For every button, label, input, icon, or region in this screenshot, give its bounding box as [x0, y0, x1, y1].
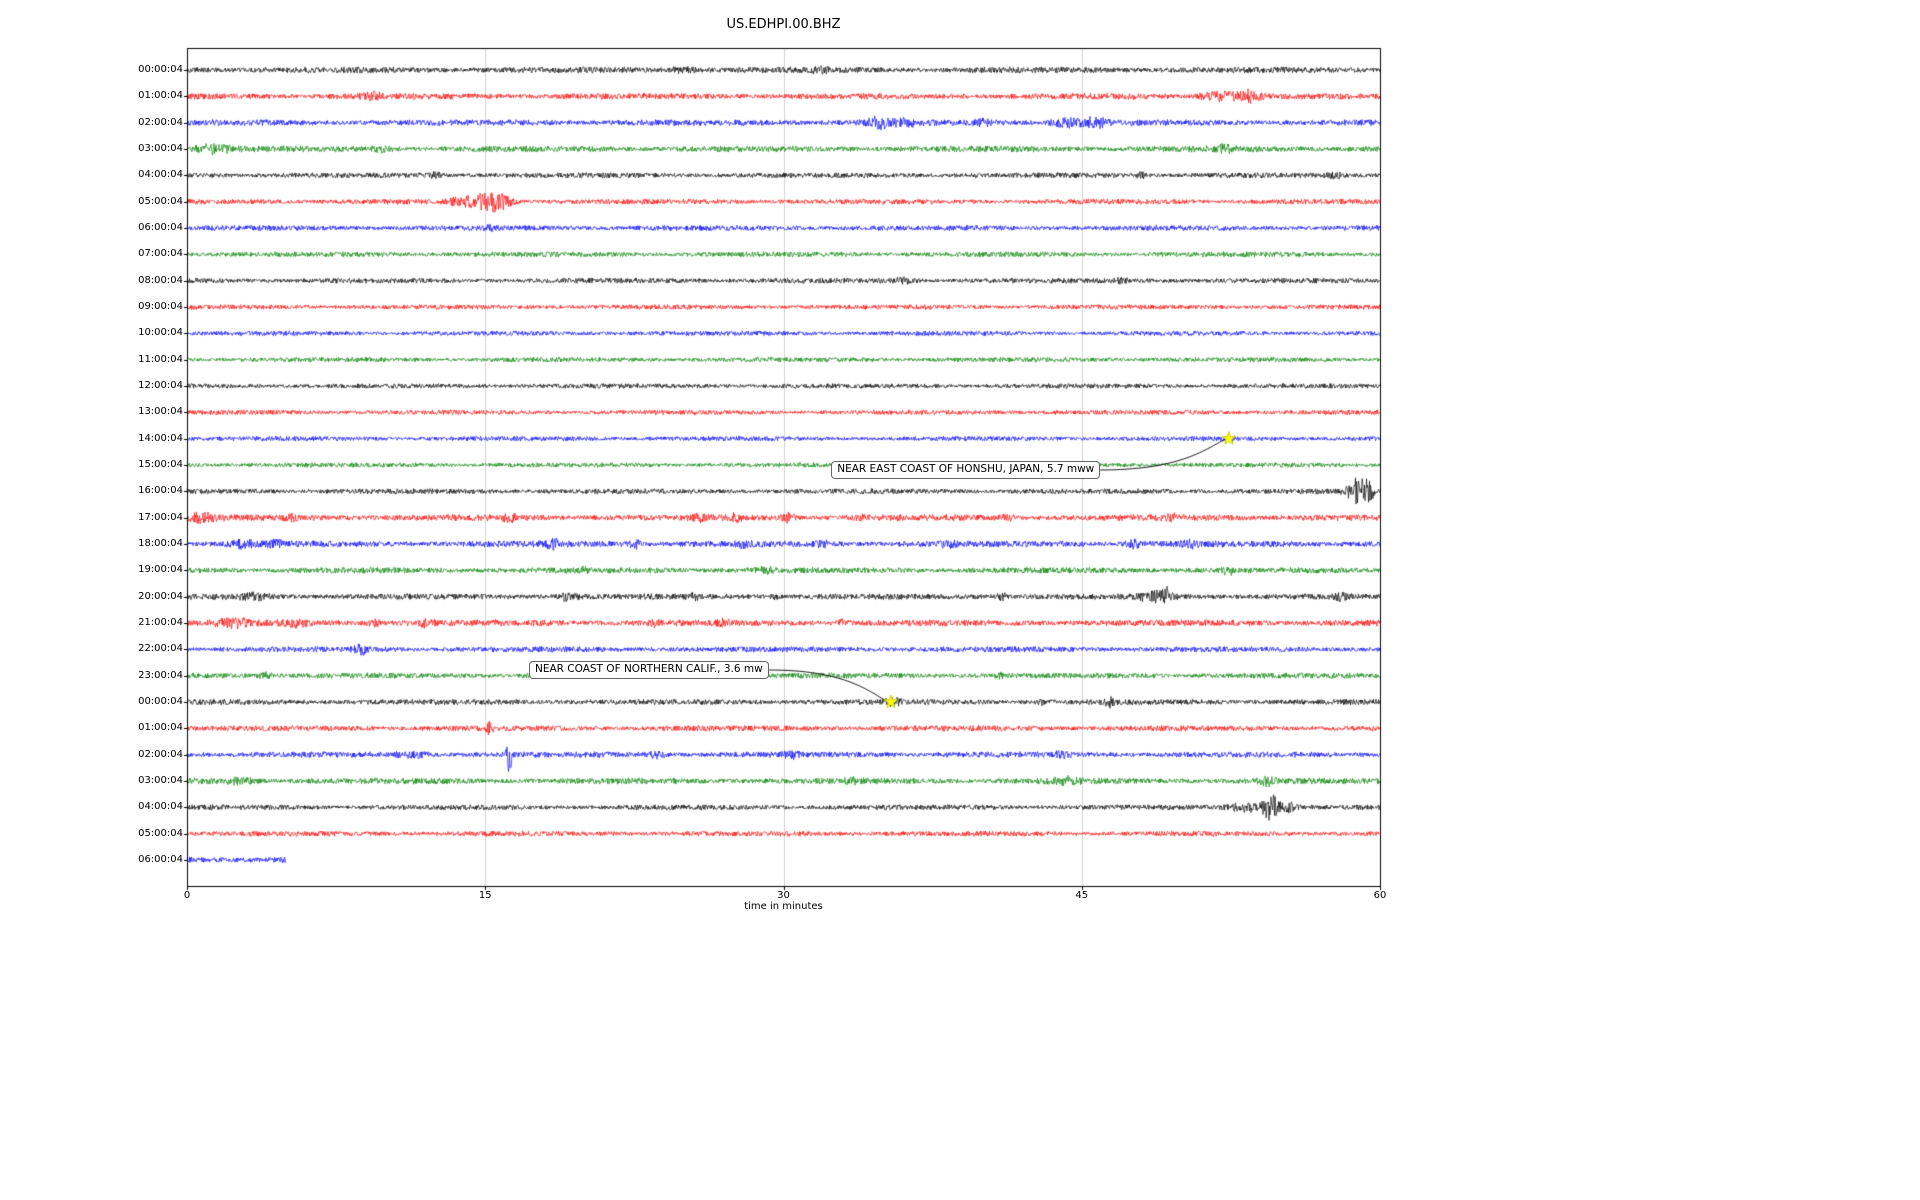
row-time-label: 06:00:04 — [138, 221, 183, 233]
row-time-label: 21:00:04 — [138, 616, 183, 628]
row-time-label: 01:00:04 — [138, 722, 183, 734]
row-time-label: 02:00:04 — [138, 748, 183, 760]
event-annotation-norcal: NEAR COAST OF NORTHERN CALIF., 3.6 mw — [528, 661, 769, 680]
event-annotation-honshu: NEAR EAST COAST OF HONSHU, JAPAN, 5.7 mw… — [831, 461, 1101, 480]
row-time-label: 05:00:04 — [138, 827, 183, 839]
row-time-label: 00:00:04 — [138, 64, 183, 75]
row-time-label: 00:00:04 — [138, 695, 183, 707]
x-tick-label: 15 — [478, 890, 492, 901]
row-time-label: 06:00:04 — [138, 853, 183, 865]
row-time-label: 04:00:04 — [138, 801, 183, 813]
row-time-label: 18:00:04 — [138, 537, 183, 549]
row-time-label: 07:00:04 — [138, 248, 183, 260]
row-time-label: 23:00:04 — [138, 669, 183, 681]
row-time-label: 10:00:04 — [138, 327, 183, 339]
row-time-label: 17:00:04 — [138, 511, 183, 523]
row-time-label: 20:00:04 — [138, 590, 183, 602]
row-time-label: 13:00:04 — [138, 406, 183, 418]
row-time-label: 03:00:04 — [138, 774, 183, 786]
row-time-label: 02:00:04 — [138, 116, 183, 128]
row-time-label: 14:00:04 — [138, 432, 183, 444]
x-axis-label: time in minutes — [744, 901, 823, 912]
row-time-label: 11:00:04 — [138, 353, 183, 365]
x-tick-label: 60 — [1373, 890, 1387, 901]
row-time-label: 01:00:04 — [138, 90, 183, 102]
row-time-label: 04:00:04 — [138, 169, 183, 181]
x-tick-label: 30 — [777, 890, 790, 901]
row-time-label: 15:00:04 — [138, 458, 183, 470]
row-time-label: 03:00:04 — [138, 142, 183, 154]
row-time-label: 16:00:04 — [138, 485, 183, 497]
row-time-label: 19:00:04 — [138, 564, 183, 576]
row-time-label: 12:00:04 — [138, 379, 183, 391]
chart-title: US.EDHPI.00.BHZ — [726, 17, 841, 32]
row-time-label: 08:00:04 — [138, 274, 183, 286]
row-time-label: 22:00:04 — [138, 643, 183, 655]
row-time-label: 05:00:04 — [138, 195, 183, 207]
x-tick-label: 45 — [1075, 890, 1089, 901]
row-time-label: 09:00:04 — [138, 300, 183, 312]
x-tick-label: 0 — [183, 890, 191, 901]
